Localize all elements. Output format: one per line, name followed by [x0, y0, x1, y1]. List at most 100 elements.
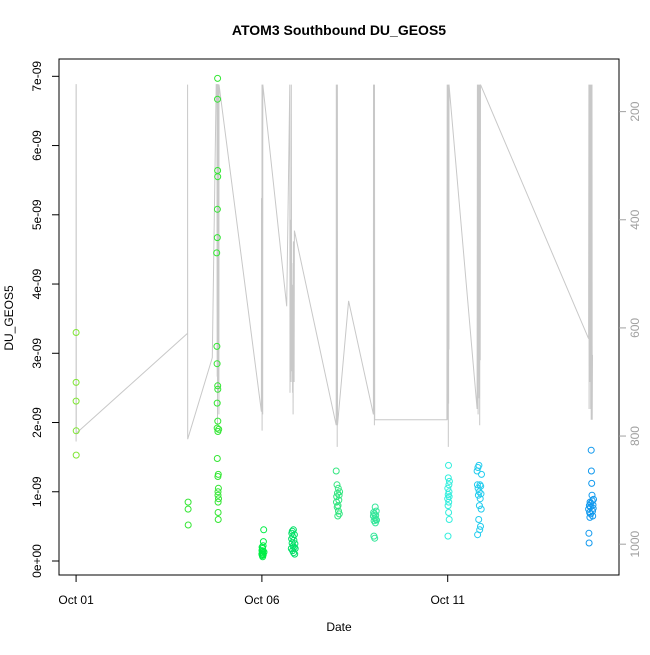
data-point — [334, 484, 342, 492]
data-point — [213, 249, 221, 257]
chart-title: ATOM3 Southbound DU_GEOS5 — [232, 22, 446, 38]
data-point — [372, 507, 380, 515]
data-point — [290, 543, 298, 551]
data-point — [445, 481, 453, 489]
data-point — [184, 498, 192, 506]
data-point — [214, 516, 222, 523]
data-point — [214, 382, 222, 390]
data-point — [291, 540, 299, 548]
y-tick-label: 0e+00 — [30, 544, 44, 578]
data-point — [260, 526, 268, 534]
data-point — [335, 507, 342, 515]
data-point — [72, 397, 80, 405]
data-point — [477, 522, 484, 530]
data-point — [214, 470, 222, 478]
y-tick-label: 2e-09 — [30, 407, 44, 438]
y-tick-label: 5e-09 — [30, 199, 44, 230]
data-point — [289, 526, 297, 534]
data-point — [445, 477, 453, 485]
data-point — [72, 329, 80, 336]
data-point — [335, 491, 343, 499]
y-axis-label: DU_GEOS5 — [2, 285, 16, 351]
data-point — [213, 399, 221, 407]
y2-tick-label: 1000 — [628, 531, 642, 558]
data-point — [214, 498, 222, 506]
data-point — [336, 488, 344, 496]
data-point — [290, 531, 298, 539]
data-point — [476, 526, 484, 534]
data-point — [589, 512, 597, 520]
data-point — [371, 534, 379, 542]
y-tick-label: 7e-09 — [30, 61, 44, 92]
data-point — [72, 378, 80, 386]
pressure-series-line — [75, 84, 593, 447]
data-point — [213, 455, 221, 462]
data-point — [475, 502, 483, 510]
data-point — [214, 488, 222, 496]
x-axis-label: Date — [326, 620, 352, 634]
data-point — [589, 504, 597, 512]
data-point — [475, 461, 483, 469]
data-point — [214, 95, 221, 103]
data-point — [215, 425, 223, 433]
data-point — [444, 474, 452, 482]
data-point — [445, 461, 452, 469]
data-point — [72, 451, 80, 459]
data-point — [473, 481, 481, 489]
data-point — [333, 481, 341, 489]
y-tick-label: 1e-09 — [30, 476, 44, 507]
data-point — [214, 491, 222, 499]
x-tick-label: Oct 06 — [244, 593, 280, 607]
data-point — [445, 493, 453, 501]
data-point — [585, 529, 593, 537]
data-point — [477, 490, 485, 498]
data-point — [184, 505, 192, 513]
y-tick-label: 4e-09 — [30, 268, 44, 299]
data-point — [335, 510, 343, 518]
data-point — [585, 539, 593, 547]
data-point — [214, 74, 222, 82]
data-point — [259, 551, 267, 559]
data-point — [334, 512, 342, 520]
data-point — [590, 495, 597, 503]
data-point — [214, 385, 222, 393]
data-point — [213, 205, 221, 213]
data-point — [332, 467, 340, 475]
data-point — [587, 446, 595, 454]
data-point — [260, 548, 268, 556]
data-point — [373, 516, 380, 524]
data-point — [214, 509, 222, 516]
data-point — [213, 424, 221, 432]
data-point — [214, 173, 222, 181]
data-point — [371, 514, 379, 522]
y-tick-label: 3e-09 — [30, 338, 44, 369]
data-points-layer — [72, 74, 597, 561]
data-point — [445, 488, 453, 496]
data-point — [335, 496, 343, 504]
data-point — [445, 509, 453, 516]
x-tick-label: Oct 01 — [58, 593, 94, 607]
data-point — [444, 502, 452, 510]
data-point — [215, 495, 222, 503]
y2-tick-label: 600 — [628, 318, 642, 338]
data-point — [477, 505, 485, 513]
data-point — [213, 234, 221, 242]
y2-tick-label: 800 — [628, 426, 642, 446]
data-point — [372, 511, 380, 519]
data-point — [333, 503, 341, 511]
data-point — [587, 467, 595, 475]
data-point — [214, 484, 222, 492]
data-point — [213, 360, 221, 368]
data-point — [588, 497, 596, 505]
data-point — [213, 342, 221, 350]
data-point — [588, 479, 596, 487]
y2-tick-label: 400 — [628, 209, 642, 229]
axes-layer: Oct 01 Oct 06 Oct 11 0e+00 1e-09 2e-09 3e-09 4e… — [30, 58, 642, 607]
data-point — [477, 482, 485, 490]
data-point — [445, 516, 453, 523]
data-point — [475, 516, 483, 523]
data-point — [444, 532, 452, 540]
y-tick-label: 6e-09 — [30, 130, 44, 161]
